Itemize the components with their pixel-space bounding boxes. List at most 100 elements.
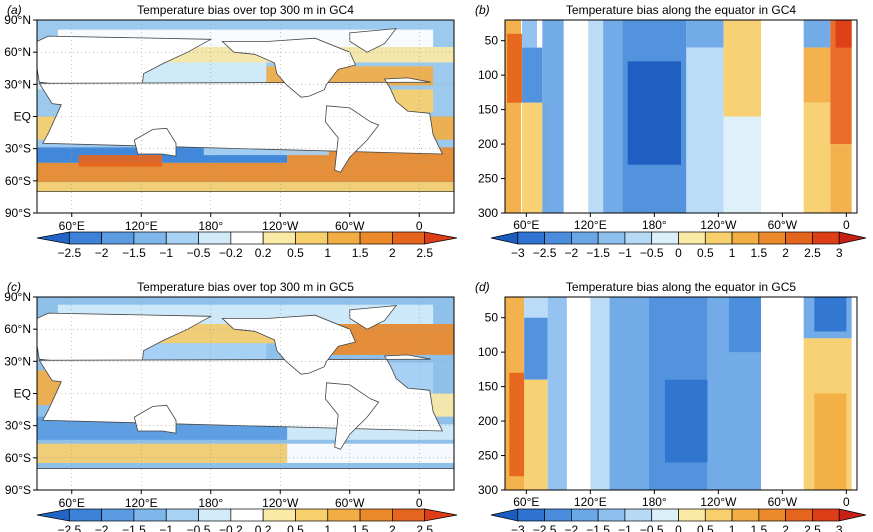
x-tick-label: 120°W [262,219,299,233]
bias-patch [509,372,525,477]
bias-patch [522,20,537,48]
colorbar-d: −3 −2.5 −2 −1.5 −1 −0.5 0 0.5 1 1.5 2 2.5 3 [490,508,867,532]
landmass [38,354,444,432]
colorbar-segment [812,231,840,245]
y-tick-label: 250 [478,172,498,186]
y-tick-label: 150 [478,380,498,394]
colorbar-tick-label: −1 [159,246,173,260]
landmass [221,314,357,375]
colorbar-tick-label: 2 [782,246,789,260]
colorbar-segment [101,508,135,522]
colorbar-tick-label: 3 [836,246,843,260]
bias-patch [522,47,543,103]
colorbar-tick-label: 0.5 [287,246,304,260]
colorbar-b: −3 −2.5 −2 −1.5 −1 −0.5 0 0.5 1 1.5 2 2.5 3 [490,231,867,260]
colorbar-segment [517,231,545,245]
bias-patch [835,20,852,48]
landmass [324,105,380,173]
bias-patch [814,297,847,332]
bias-patch [686,20,724,48]
colorbar-tick-label: 1.5 [751,523,768,532]
colorbar-segment [327,231,361,245]
x-tick-label: 60°W [335,496,365,510]
colorbar-tick-label: 1 [729,246,736,260]
bias-patch [803,47,831,103]
y-tick-label: 60°S [5,451,31,465]
y-tick-label: 90°N [4,13,31,27]
colorbar-segment [571,508,599,522]
colorbar-end-arrow [424,231,458,245]
section-panel-d: 50 100 150 200 250 300 60°E 120°E 180° 120°W 60°W 0… [475,280,858,509]
y-tick-label: 250 [478,449,498,463]
x-tick-label: 120°E [125,219,158,233]
colorbar-segment [678,508,706,522]
bias-patch [287,443,454,463]
colorbar-tick-label: −3 [511,246,525,260]
plot-frame [504,19,858,214]
landmass [349,305,397,330]
colorbar-segment [392,231,426,245]
colorbar-tick-label: 1 [729,523,736,532]
colorbar-segment [101,231,135,245]
colorbar-segment [165,231,199,245]
colorbar-segment [327,508,361,522]
colorbar-segment [392,508,426,522]
colorbar-c: −2.5 −2 −1.5 −1 −0.5 −0.2 0.2 0.5 1 1.5 2 2.5 [36,508,458,532]
colorbar-tick-label: 0.2 [255,523,272,532]
bias-patch [814,393,847,490]
colorbar-segment [517,508,545,522]
colorbar-tick-label: −1.5 [122,523,146,532]
panel-label: (d) [475,280,490,294]
colorbar-tick-label: 0 [675,246,682,260]
x-tick-label: 180° [642,495,667,509]
colorbar-segment [230,231,264,245]
y-tick-label: 90°N [4,290,31,304]
x-tick-label: 60°W [335,219,365,233]
landmass [133,127,177,157]
panel-title: Temperature bias along the equator in GC… [566,3,796,17]
x-tick-label: 180° [198,219,223,233]
colorbar-end-arrow [36,231,70,245]
colorbar-segment [651,231,679,245]
y-tick-label: 30°S [5,142,31,156]
bias-patch [627,61,681,165]
colorbar-tick-label: −2 [565,246,579,260]
colorbar-segment [704,231,733,245]
colorbar-segment [262,508,296,522]
colorbar-segment [295,231,329,245]
colorbar-end-arrow [838,231,867,245]
colorbar-segment [597,508,626,522]
colorbar-segment [544,508,572,522]
colorbar-segment [678,231,706,245]
bias-patch [507,33,523,103]
colorbar-segment [165,508,199,522]
colorbar-tick-label: 0.5 [697,246,714,260]
panel-label: (b) [475,3,490,17]
colorbar-segment [597,231,626,245]
bias-patch [803,20,831,48]
colorbar-segment [731,508,760,522]
bias-patch [547,297,567,490]
x-tick-label: 120°W [262,496,299,510]
colorbar-tick-label: −1 [618,523,632,532]
y-tick-label: 300 [478,483,498,497]
colorbar-tick-label: 0.5 [287,523,304,532]
colorbar-end-arrow [424,508,458,522]
colorbar-tick-label: −2.5 [57,523,81,532]
y-tick-label: EQ [14,387,31,401]
colorbar-segment [624,508,653,522]
bias-patch [603,20,623,213]
panel-title: Temperature bias along the equator in GC… [566,280,796,294]
colorbar-tick-label: −2 [565,523,579,532]
plot-frame [504,296,858,491]
colorbar-segment [68,231,102,245]
colorbar-tick-label: −2.5 [533,523,557,532]
map-panel-c: 90°N 60°N 30°N EQ 30°S 60°S 90°S 60°E 120°E 180° 1… [4,280,455,510]
colorbar-tick-label: −0.2 [219,523,243,532]
bias-patch [588,20,604,213]
y-tick-label: 30°S [5,419,31,433]
landmass [324,382,380,450]
colorbar-segment [198,231,232,245]
colorbar-segment [544,231,572,245]
colorbar-tick-label: −1.5 [586,523,610,532]
